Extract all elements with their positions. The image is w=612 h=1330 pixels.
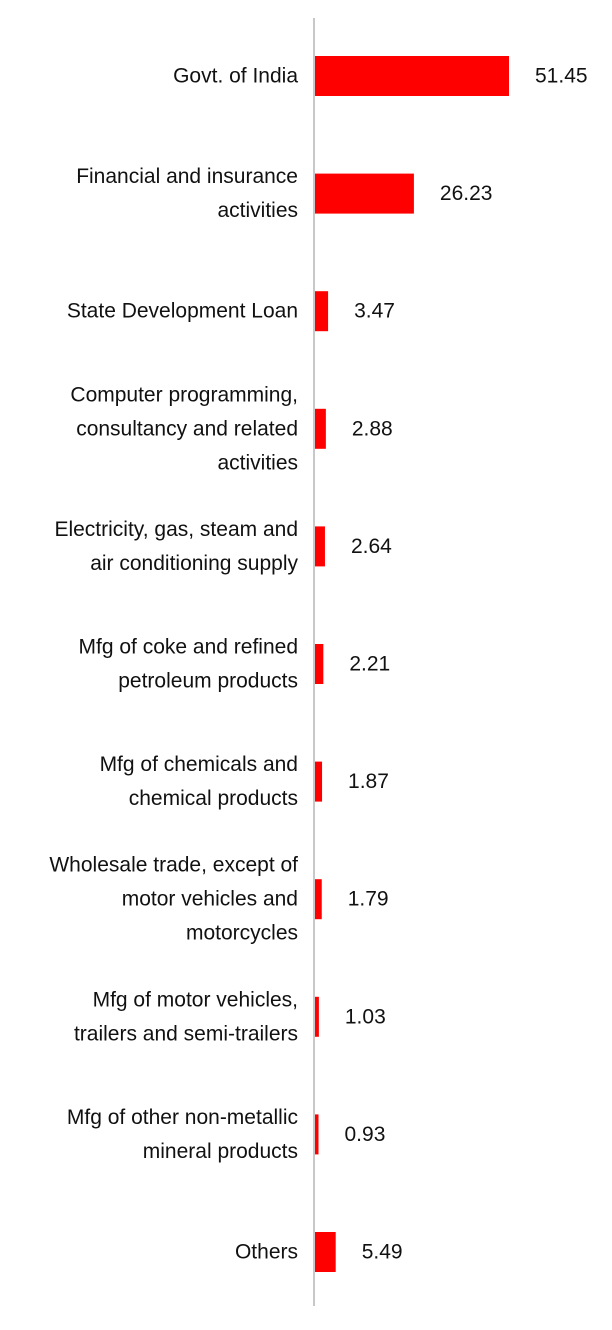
bar-2 — [315, 291, 329, 332]
bar-6 — [315, 761, 323, 802]
bar-10 — [315, 1232, 336, 1272]
category-label-0: Govt. of India — [173, 65, 298, 88]
category-label-6: Mfg of chemicals and chemical products — [100, 753, 298, 810]
bar-4 — [315, 526, 325, 567]
category-label-3: Computer programming, consultancy and rel… — [70, 383, 298, 474]
value-label-0: 51.45 — [535, 65, 588, 88]
category-label-line: chemical products — [129, 787, 298, 810]
category-label-line: Computer programming, — [70, 383, 298, 406]
category-label-line: mineral products — [143, 1140, 298, 1163]
category-label-line: Wholesale trade, except of — [49, 854, 298, 877]
category-label-line: motorcycles — [186, 922, 298, 945]
category-label-line: consultancy and related — [76, 417, 298, 440]
category-label-5: Mfg of coke and refined petroleum product… — [79, 636, 298, 693]
bar-5 — [315, 644, 324, 684]
value-label-10: 5.49 — [362, 1241, 403, 1264]
category-label-line: trailers and semi-trailers — [74, 1022, 298, 1045]
bar-7 — [315, 879, 322, 920]
value-label-1: 26.23 — [440, 182, 493, 205]
bar-0 — [315, 56, 509, 96]
category-label-2: State Development Loan — [67, 300, 298, 323]
bar-1 — [315, 173, 414, 214]
category-label-9: Mfg of other non-metallic mineral product… — [67, 1106, 298, 1163]
category-label-line: Mfg of chemicals and — [100, 753, 298, 776]
category-label-4: Electricity, gas, steam and air condition… — [54, 518, 298, 575]
value-label-7: 1.79 — [348, 888, 389, 911]
category-label-line: activities — [217, 451, 298, 474]
category-label-line: motor vehicles and — [122, 888, 298, 911]
category-label-line: Mfg of coke and refined — [79, 636, 298, 659]
category-label-line: Others — [235, 1241, 298, 1264]
category-label-7: Wholesale trade, except of motor vehicles… — [49, 854, 298, 945]
category-label-line: Electricity, gas, steam and — [54, 518, 298, 541]
category-label-line: air conditioning supply — [90, 552, 298, 575]
bar-9 — [315, 1114, 319, 1155]
value-label-9: 0.93 — [345, 1123, 386, 1146]
category-label-line: Govt. of India — [173, 65, 298, 88]
category-label-10: Others — [235, 1241, 298, 1264]
category-label-line: State Development Loan — [67, 300, 298, 323]
category-label-line: activities — [217, 199, 298, 222]
category-label-8: Mfg of motor vehicles, trailers and semi-… — [74, 988, 298, 1045]
value-label-4: 2.64 — [351, 535, 392, 558]
category-label-line: Mfg of motor vehicles, — [93, 988, 298, 1011]
category-label-1: Financial and insurance activities — [76, 165, 298, 222]
bar-3 — [315, 408, 326, 449]
value-label-8: 1.03 — [345, 1005, 386, 1028]
category-label-line: Financial and insurance — [76, 165, 298, 188]
bar-8 — [315, 996, 319, 1037]
value-label-3: 2.88 — [352, 417, 393, 440]
category-label-line: Mfg of other non-metallic — [67, 1106, 298, 1129]
value-label-2: 3.47 — [354, 300, 395, 323]
value-label-6: 1.87 — [348, 770, 389, 793]
category-label-line: petroleum products — [118, 670, 298, 693]
value-label-5: 2.21 — [349, 653, 390, 676]
